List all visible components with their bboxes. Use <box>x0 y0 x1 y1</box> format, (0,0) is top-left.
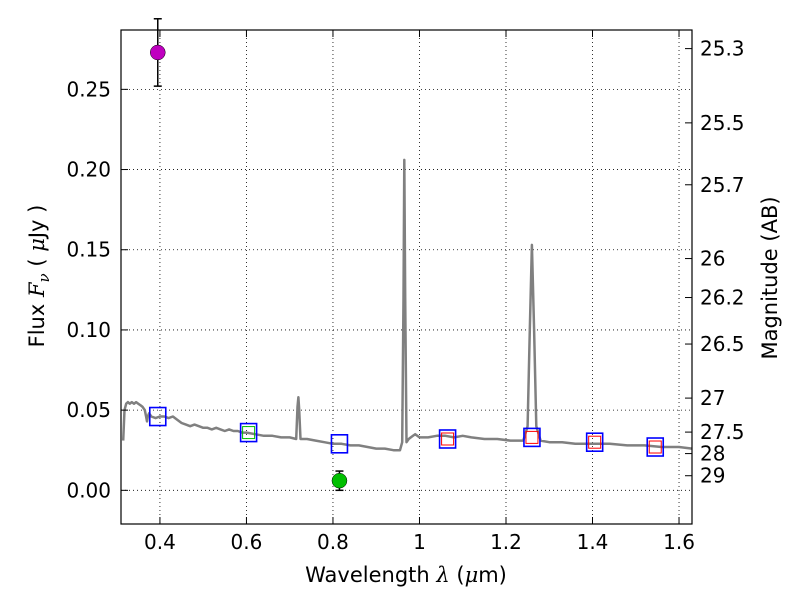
filter-model-marker <box>242 426 256 440</box>
magnitude-tick-label: 27.5 <box>700 420 745 444</box>
observed-flux-point <box>150 44 166 61</box>
filter-model-marker <box>525 430 539 444</box>
magnitude-tick-label: 27 <box>700 386 725 410</box>
magnitude-tick-label: 26.2 <box>700 286 745 310</box>
x-tick-label: 0.6 <box>231 530 263 554</box>
magnitude-tick-label: 29 <box>700 464 725 488</box>
x-tick-label: 0.8 <box>317 530 349 554</box>
filter-model-marker <box>648 440 662 454</box>
filter-model-marker <box>441 432 455 446</box>
y-tick-label: 0.00 <box>66 478 111 502</box>
x-axis-label: Wavelength λ (μm) <box>305 563 507 587</box>
magnitude-tick-label: 28 <box>700 442 725 466</box>
model-photometry-marker <box>438 429 457 449</box>
x-tick-label: 1.6 <box>663 530 695 554</box>
x-tick-label: 1.2 <box>490 530 522 554</box>
y-tick-label: 0.15 <box>66 238 111 262</box>
plot-frame <box>120 29 693 525</box>
y-tick-label: 0.20 <box>66 158 111 182</box>
x-tick-label: 1.4 <box>577 530 609 554</box>
model-photometry-marker <box>523 427 541 448</box>
right-axis-label: Magnitude (AB) <box>758 196 782 359</box>
y-tick-label: 0.25 <box>66 77 111 101</box>
filter-model-marker <box>588 435 602 449</box>
observed-flux-point <box>331 472 348 489</box>
y-tick-label: 0.10 <box>66 318 111 342</box>
x-tick-label: 0.4 <box>144 530 176 554</box>
model-photometry-marker <box>239 422 258 443</box>
magnitude-tick-label: 25.3 <box>700 37 745 61</box>
model-photometry-marker <box>148 406 167 427</box>
y-tick-label: 0.05 <box>66 398 111 422</box>
magnitude-tick-label: 25.5 <box>700 111 745 135</box>
spectrum-line <box>121 158 693 452</box>
y-axis-label: Flux Fν ( μJy ) <box>25 205 53 348</box>
axis-ticks: 0.4 0.6 0.8 1 1.2 1.4 1.6 0.00 0.05 0.10 0.15 0.20 0… <box>66 30 745 554</box>
magnitude-tick-label: 26.5 <box>700 332 745 356</box>
model-photometry-marker <box>330 434 349 454</box>
magnitude-tick-label: 26 <box>700 247 725 271</box>
grid <box>121 30 692 524</box>
x-tick-label: 1 <box>413 530 426 554</box>
model-photometry-marker <box>646 437 665 457</box>
magnitude-tick-label: 25.7 <box>700 173 745 197</box>
plot-series <box>121 18 693 492</box>
model-photometry-marker <box>585 432 604 453</box>
